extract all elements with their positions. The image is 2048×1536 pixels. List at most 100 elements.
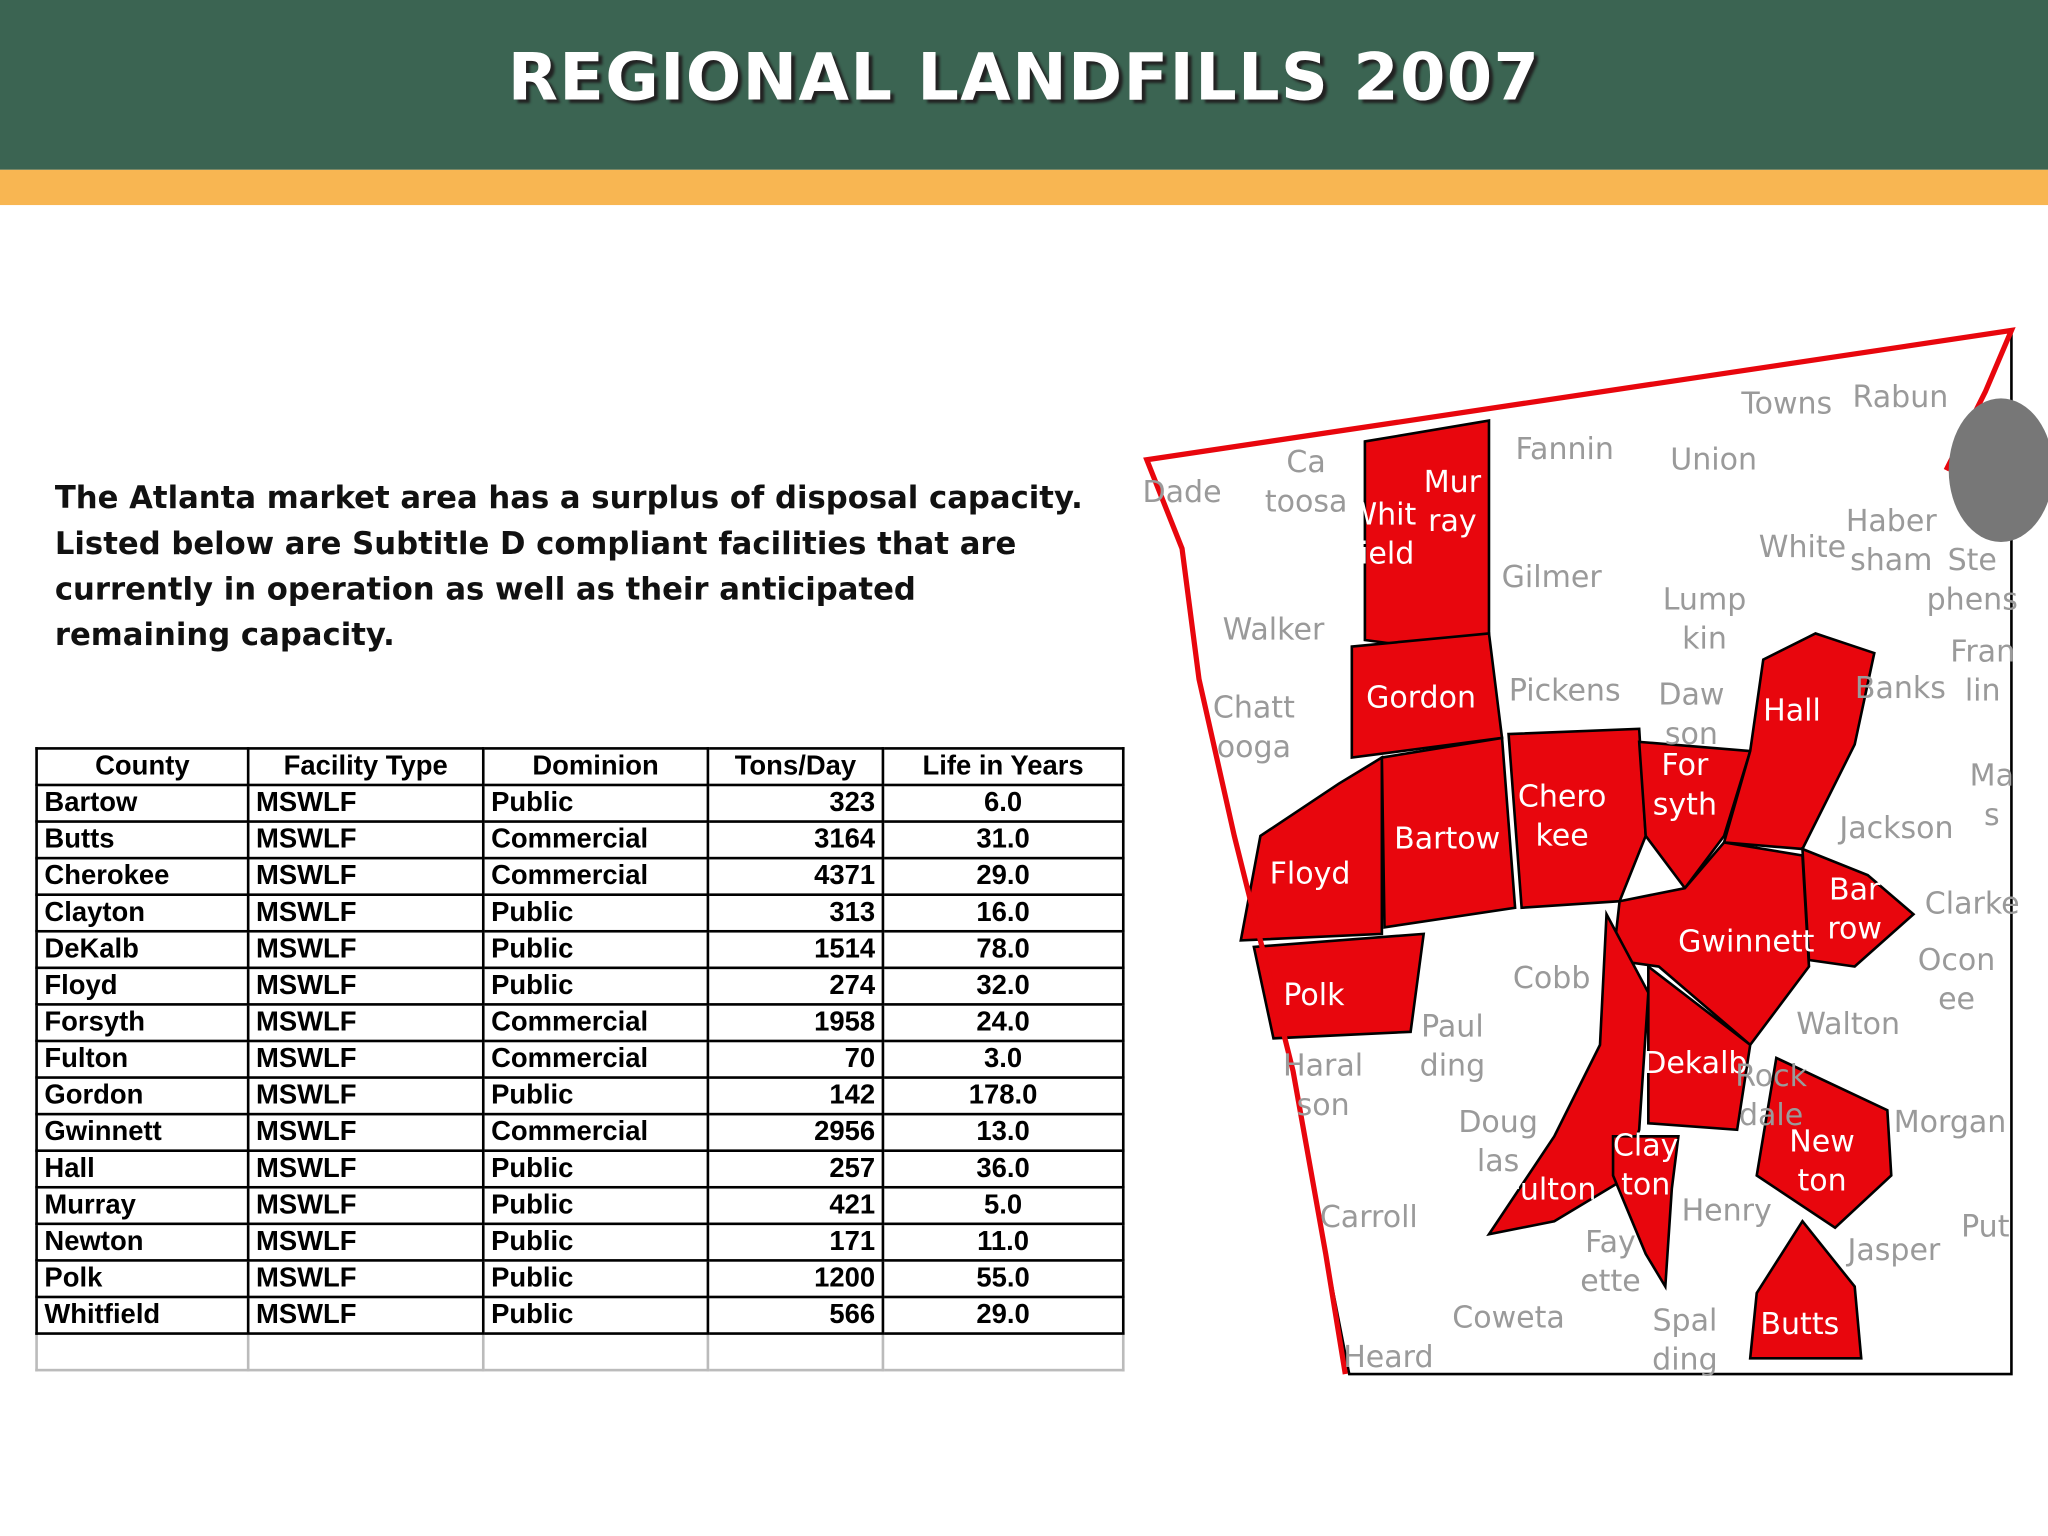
state-border	[1143, 327, 2016, 1375]
table-cell: MSWLF	[246, 1295, 485, 1335]
county-label: Polk	[1283, 978, 1345, 1013]
table-cell: MSWLF	[246, 929, 485, 970]
table-cell: Newton	[35, 1222, 250, 1262]
column-header: Life in Years	[881, 747, 1125, 787]
county-label: lin	[1965, 674, 2001, 709]
county-label: Pickens	[1509, 674, 1621, 709]
table-row: Whitfield MSWLF Public 566 29.0	[35, 1295, 1125, 1335]
table-cell: Commercial	[481, 856, 710, 896]
county-label: Put	[1961, 1209, 2010, 1244]
county-label: Morgan	[1894, 1105, 2007, 1140]
county-label: ton	[1621, 1167, 1670, 1202]
county-label: Chero	[1518, 780, 1607, 815]
county-label: White	[1759, 530, 1846, 565]
table-cell: Gordon	[35, 1076, 250, 1116]
table-row: Newton MSWLF Public 171 11.0	[35, 1222, 1125, 1262]
table-cell: Public	[481, 1259, 710, 1299]
table-cell: Commercial	[481, 820, 710, 860]
table-cell: 32.0	[881, 966, 1125, 1006]
neighbor-state	[1948, 398, 2048, 543]
table-cell: MSWLF	[246, 1259, 485, 1299]
table-cell: Gwinnett	[35, 1112, 250, 1152]
county-label: Mur	[1424, 465, 1482, 500]
table-cell: 6.0	[881, 783, 1125, 823]
table-cell: 1958	[706, 1003, 885, 1043]
slide-title: REGIONAL LANDFILLS 2007	[507, 39, 1541, 115]
table-cell: MSWLF	[246, 893, 485, 933]
county-label: New	[1789, 1124, 1855, 1159]
county-label: Fay	[1585, 1225, 1636, 1260]
table-cell: Public	[481, 966, 710, 1006]
county-label: Gordon	[1366, 680, 1476, 715]
county-label: Walton	[1796, 1007, 1900, 1042]
table-cell: 313	[706, 893, 885, 933]
table-cell: Bartow	[35, 783, 250, 823]
county-label: Daw	[1658, 678, 1724, 713]
county-label: Cobb	[1513, 961, 1590, 996]
table-cell: Commercial	[481, 1112, 710, 1152]
table-cell: Public	[481, 1185, 710, 1226]
table-cell: 323	[706, 783, 885, 823]
table-cell: MSWLF	[246, 1222, 485, 1262]
table-cell: MSWLF	[246, 1003, 485, 1043]
county-label: Towns	[1740, 386, 1832, 421]
column-header: Dominion	[481, 747, 710, 787]
table-cell: 16.0	[881, 893, 1125, 933]
table-row: Polk MSWLF Public 1200 55.0	[35, 1259, 1125, 1299]
table-cell: 36.0	[881, 1149, 1125, 1189]
county-label: Fran	[1950, 635, 2015, 670]
county-label: Rabun	[1853, 380, 1949, 415]
table-cell: Public	[481, 1076, 710, 1116]
table-cell: Fulton	[35, 1039, 250, 1079]
table-cell: 142	[706, 1076, 885, 1116]
county-label: ton	[1797, 1164, 1846, 1199]
table-cell: 2956	[706, 1112, 885, 1152]
table-row: Forsyth MSWLF Commercial 1958 24.0	[35, 1003, 1125, 1043]
table-cell: 1200	[706, 1259, 885, 1299]
table-row: Gwinnett MSWLF Commercial 2956 13.0	[35, 1112, 1125, 1152]
county-label: kee	[1535, 819, 1588, 854]
table-cell: MSWLF	[246, 966, 485, 1006]
county-label: Chatt	[1213, 691, 1295, 726]
county-label: kin	[1682, 621, 1727, 656]
table-cell: 31.0	[881, 820, 1125, 860]
county-label: Bar	[1829, 872, 1881, 907]
county-label: Carroll	[1320, 1200, 1418, 1235]
table-cell: Polk	[35, 1259, 250, 1299]
county-label: field	[1349, 537, 1414, 572]
table-cell: Floyd	[35, 966, 250, 1006]
county-label: ooga	[1217, 730, 1291, 765]
table-cell: Murray	[35, 1185, 250, 1226]
county-label: ding	[1420, 1049, 1486, 1084]
table-row: Gordon MSWLF Public 142 178.0	[35, 1076, 1125, 1116]
empty-cell	[881, 1332, 1125, 1372]
table-cell: MSWLF	[246, 820, 485, 860]
county-label: Haber	[1846, 504, 1938, 539]
county-label: toosa	[1265, 484, 1348, 519]
county-label: son	[1297, 1088, 1350, 1123]
table-cell: 78.0	[881, 929, 1125, 970]
county-label: Lump	[1663, 582, 1747, 617]
county-label: Gwinnett	[1678, 925, 1814, 960]
county-label: Haral	[1283, 1049, 1363, 1084]
table-cell: Public	[481, 1149, 710, 1189]
table-cell: Public	[481, 929, 710, 970]
table-cell: Public	[481, 1295, 710, 1335]
intro-text: The Atlanta market area has a surplus of…	[54, 479, 1083, 654]
table-cell: 55.0	[881, 1259, 1125, 1299]
table-cell: 24.0	[881, 1003, 1125, 1043]
county-label: Whit	[1347, 497, 1416, 532]
table-cell: 178.0	[881, 1076, 1125, 1116]
county-label: Rock	[1735, 1059, 1807, 1094]
table-cell: 274	[706, 966, 885, 1006]
county-label: Ste	[1948, 543, 1997, 578]
table-body: Bartow MSWLF Public 323 6.0 Butts MSWLF Commerc…	[35, 783, 1125, 1372]
table-row: Floyd MSWLF Public 274 32.0	[35, 966, 1125, 1006]
highlighted-regions	[1239, 419, 1916, 1360]
table-cell: MSWLF	[246, 1076, 485, 1116]
county-label: Heard	[1343, 1340, 1433, 1375]
table-cell: Commercial	[481, 1003, 710, 1043]
county-label: sham	[1850, 543, 1932, 578]
